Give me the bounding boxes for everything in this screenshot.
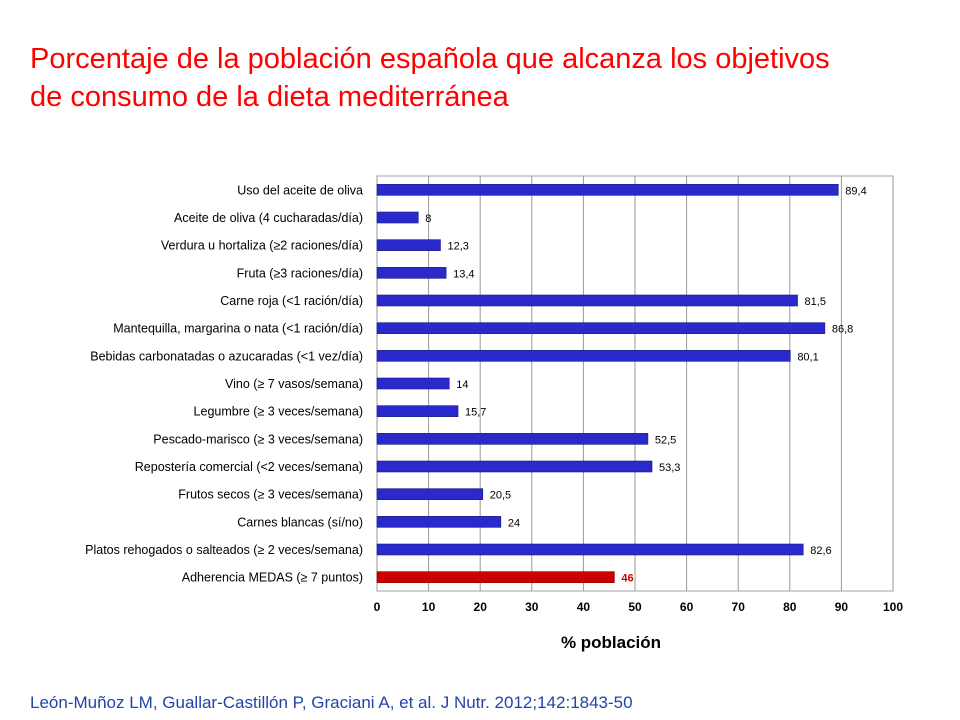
x-tick-label: 90	[835, 600, 849, 614]
citation: León-Muñoz LM, Guallar-Castillón P, Grac…	[30, 693, 633, 712]
data-label: 24	[508, 517, 520, 529]
bar	[376, 516, 502, 528]
data-label: 52,5	[655, 434, 676, 446]
category-label: Platos rehogados o salteados (≥ 2 veces/…	[85, 543, 363, 557]
data-label: 8	[425, 213, 431, 225]
slide-title-line2: de consumo de la dieta mediterránea	[30, 81, 509, 113]
slide-title-line1: Porcentaje de la población española que …	[30, 43, 830, 75]
bar	[376, 377, 450, 390]
bar	[376, 267, 447, 279]
bar	[376, 571, 615, 583]
data-label: 80,1	[797, 351, 818, 363]
slide-title: Porcentaje de la población española que …	[30, 40, 930, 116]
data-label: 89,4	[845, 185, 866, 197]
x-tick-label: 0	[374, 600, 381, 614]
data-label: 46	[621, 573, 633, 585]
x-tick-label: 80	[783, 600, 797, 614]
bar	[376, 460, 653, 473]
category-label: Vino (≥ 7 vasos/semana)	[225, 377, 363, 391]
data-label: 12,3	[447, 241, 468, 253]
bar	[376, 543, 804, 556]
x-tick-label: 50	[628, 600, 642, 614]
data-label: 53,3	[659, 462, 680, 474]
category-label: Legumbre (≥ 3 veces/semana)	[194, 405, 363, 419]
category-label: Pescado-marisco (≥ 3 veces/semana)	[153, 432, 363, 446]
category-label: Carnes blancas (sí/no)	[237, 515, 363, 529]
data-label: 14	[456, 379, 468, 391]
data-label: 81,5	[805, 296, 826, 308]
category-label: Fruta (≥3 raciones/día)	[237, 266, 363, 280]
x-tick-label: 40	[577, 600, 591, 614]
category-label: Aceite de oliva (4 cucharadas/día)	[174, 211, 363, 225]
bar	[376, 239, 441, 251]
category-label: Verdura u hortaliza (≥2 raciones/día)	[161, 239, 363, 253]
category-label: Repostería comercial (<2 veces/semana)	[135, 460, 363, 474]
x-axis-label: % población	[561, 633, 661, 652]
data-label: 86,8	[832, 324, 853, 336]
x-tick-label: 30	[525, 600, 539, 614]
category-label: Carne roja (<1 ración/día)	[220, 294, 363, 308]
data-label: 15,7	[465, 407, 486, 419]
bar	[376, 433, 649, 445]
bar	[376, 488, 484, 500]
category-label: Uso del aceite de oliva	[237, 183, 363, 197]
category-label: Frutos secos (≥ 3 veces/semana)	[178, 488, 363, 502]
category-label: Adherencia MEDAS (≥ 7 puntos)	[182, 571, 363, 585]
bar	[376, 184, 839, 196]
bar	[376, 294, 798, 307]
category-label: Mantequilla, margarina o nata (<1 ración…	[113, 322, 363, 336]
bar	[376, 211, 419, 224]
x-tick-label: 10	[422, 600, 436, 614]
x-tick-label: 70	[732, 600, 746, 614]
x-tick-label: 60	[680, 600, 694, 614]
bar	[376, 405, 459, 417]
x-tick-label: 100	[883, 600, 903, 614]
data-label: 82,6	[810, 545, 831, 557]
bar	[376, 322, 826, 334]
bar	[376, 350, 791, 362]
category-label: Bebidas carbonatadas o azucaradas (<1 ve…	[90, 349, 363, 363]
x-tick-label: 20	[474, 600, 488, 614]
data-label: 13,4	[453, 268, 474, 280]
data-label: 20,5	[490, 490, 511, 502]
